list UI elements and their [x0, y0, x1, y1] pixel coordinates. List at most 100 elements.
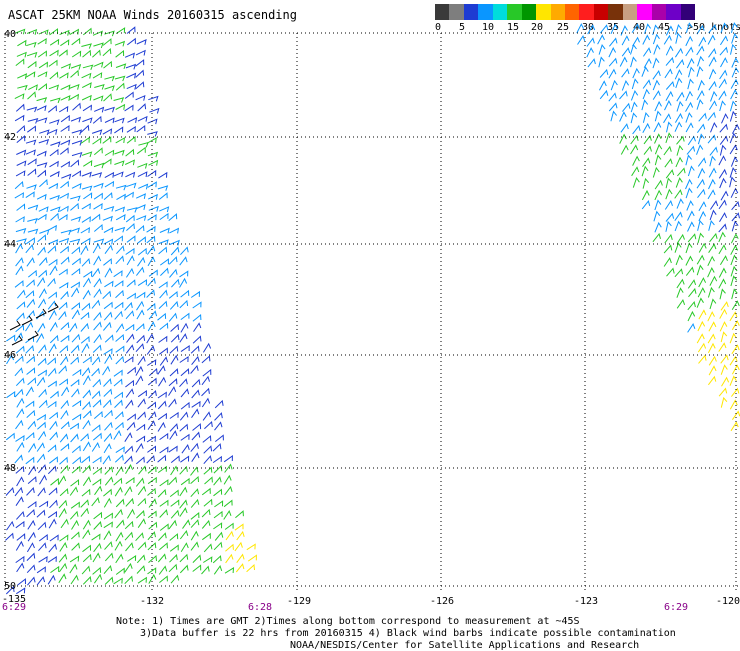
- wind-barb: [71, 542, 80, 551]
- wind-barb: [125, 344, 135, 354]
- wind-barb: [707, 333, 716, 344]
- wind-barb: [113, 430, 122, 440]
- lat-label: 46: [4, 350, 16, 361]
- lon-label: -126: [430, 596, 454, 607]
- wind-barb: [665, 132, 673, 144]
- wind-barb: [125, 497, 134, 507]
- wind-barb: [38, 61, 48, 69]
- wind-barb: [25, 400, 35, 408]
- wind-barb: [48, 518, 57, 529]
- wind-barb: [676, 299, 686, 309]
- wind-barb: [114, 149, 125, 156]
- wind-barb: [709, 275, 718, 286]
- time-label: 6:28: [248, 602, 272, 610]
- wind-barb: [169, 489, 179, 497]
- wind-barb: [159, 432, 169, 441]
- wind-barb: [663, 113, 672, 124]
- wind-barb: [697, 188, 706, 199]
- wind-barb: [697, 342, 707, 353]
- wind-barb: [15, 555, 25, 564]
- wind-barb: [124, 455, 133, 465]
- wind-barb: [36, 453, 46, 463]
- wind-barb: [721, 376, 730, 387]
- wind-barb: [71, 302, 81, 310]
- wind-barb: [36, 332, 45, 343]
- wind-barb: [16, 238, 27, 244]
- wind-barb: [146, 333, 155, 344]
- wind-barb: [104, 106, 115, 113]
- wind-barb: [168, 378, 178, 387]
- wind-barb: [50, 141, 61, 148]
- wind-barb: [115, 355, 125, 365]
- wind-barb: [70, 356, 80, 365]
- wind-barb: [170, 509, 180, 519]
- wind-barb: [25, 321, 34, 332]
- wind-barb: [115, 255, 125, 265]
- wind-barb: [69, 83, 80, 90]
- wind-barb: [93, 162, 105, 169]
- legend-tick: 35: [607, 22, 620, 33]
- wind-barb: [92, 30, 103, 37]
- wind-barb: [696, 297, 704, 308]
- wind-barb: [70, 501, 80, 509]
- wind-barb: [91, 299, 101, 309]
- wind-barb: [16, 301, 26, 310]
- wind-barb: [124, 445, 134, 454]
- legend-swatch: [565, 4, 580, 20]
- wind-barb: [26, 508, 35, 518]
- wind-barb: [632, 177, 640, 188]
- wind-barb: [37, 430, 47, 441]
- wind-barb: [159, 509, 168, 518]
- wind-barb: [47, 224, 57, 232]
- wind-barb: [70, 574, 79, 585]
- wind-barb: [58, 213, 68, 221]
- wind-barb: [179, 270, 189, 278]
- wind-barb: [171, 278, 180, 288]
- wind-barb: [137, 518, 146, 528]
- wind-barb: [665, 90, 674, 102]
- wind-barb: [685, 255, 694, 266]
- wind-barb: [674, 242, 682, 253]
- wind-barb: [92, 115, 102, 124]
- wind-barb: [138, 141, 149, 148]
- wind-barb: [180, 477, 190, 486]
- wind-barb: [104, 541, 113, 550]
- wind-barb: [60, 443, 70, 451]
- wind-barb: [103, 443, 112, 454]
- wind-barb: [687, 310, 696, 322]
- wind-barb: [104, 552, 114, 562]
- wind-barb: [719, 288, 726, 300]
- wind-barb: [25, 139, 37, 146]
- wind-barb: [26, 298, 36, 308]
- wind-barb: [48, 487, 58, 496]
- wind-barb: [608, 47, 617, 58]
- wind-barb: [125, 477, 135, 485]
- wind-barb: [136, 125, 146, 133]
- wind-barb: [146, 235, 156, 244]
- wind-barb: [214, 434, 224, 442]
- wind-barb: [26, 106, 38, 113]
- wind-barb: [674, 268, 684, 278]
- wind-barb: [192, 313, 202, 322]
- wind-barb: [103, 226, 114, 233]
- wind-barb: [102, 158, 112, 166]
- wind-barb: [38, 29, 49, 36]
- wind-barb: [203, 543, 213, 553]
- wind-barb: [201, 487, 211, 496]
- wind-barb: [113, 577, 123, 585]
- wind-barb: [124, 520, 134, 530]
- wind-barb: [652, 166, 660, 178]
- wind-barb: [82, 464, 91, 474]
- wind-barb: [731, 57, 739, 68]
- wind-barb: [720, 364, 728, 375]
- wind-barb: [730, 43, 737, 55]
- wind-barb: [137, 279, 148, 287]
- wind-barb: [729, 132, 737, 144]
- wind-barb: [147, 510, 157, 518]
- wind-barb: [58, 562, 68, 573]
- wind-barb: [730, 233, 739, 244]
- wind-barb: [38, 542, 47, 552]
- wind-barb: [49, 49, 59, 57]
- wind-barb: [674, 47, 684, 58]
- wind-barb: [666, 267, 675, 277]
